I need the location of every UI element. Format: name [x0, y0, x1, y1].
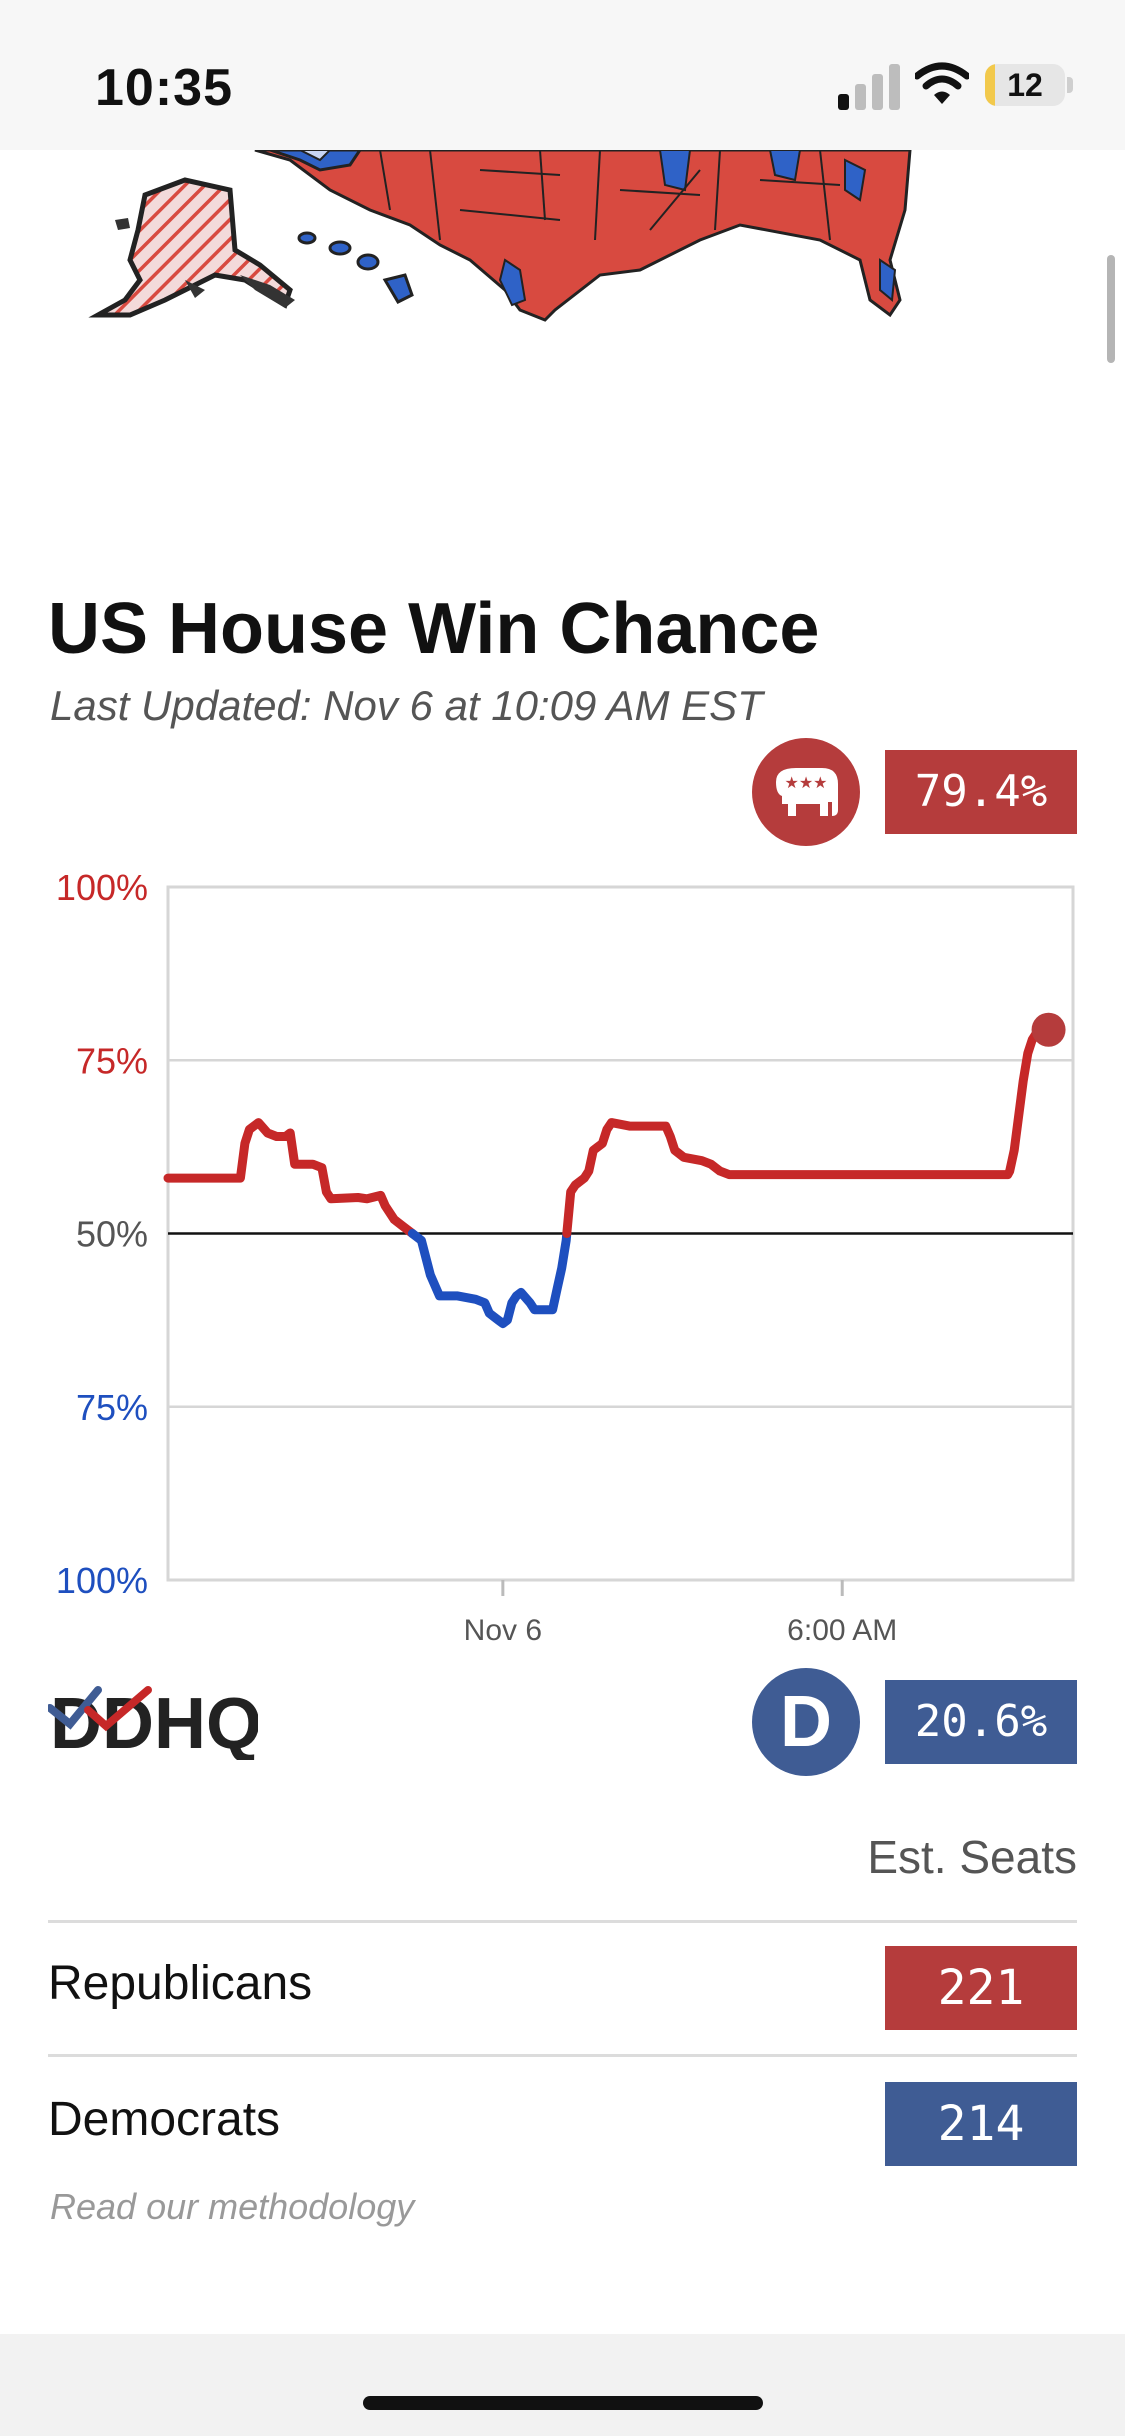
republican-line-segment: [562, 1022, 1054, 1238]
svg-text:★★★: ★★★: [784, 773, 827, 792]
y-tick-label: 100%: [56, 867, 148, 908]
republican-seats: 221: [885, 1946, 1077, 2030]
us-map-fragment: [88, 150, 912, 322]
republicans-label: Republicans: [48, 1957, 313, 2010]
y-tick-label: 75%: [76, 1387, 148, 1428]
svg-text:DDHQ: DDHQ: [50, 1684, 258, 1760]
divider: [48, 2054, 1077, 2057]
est-seats-header: Est. Seats: [867, 1831, 1077, 1883]
status-bar: 10:35 12: [0, 0, 1125, 150]
last-updated: Last Updated: Nov 6 at 10:09 AM EST: [50, 682, 763, 729]
democrat-letter: D: [780, 1682, 832, 1762]
battery-icon: 12: [985, 64, 1065, 106]
wifi-icon: [915, 62, 969, 104]
democrat-seats: 214: [885, 2082, 1077, 2166]
x-tick-label: Nov 6: [464, 1614, 542, 1647]
status-time: 10:35: [95, 59, 233, 117]
x-tick-label: 6:00 AM: [787, 1614, 897, 1647]
democrats-label: Democrats: [48, 2093, 281, 2146]
divider: [48, 1920, 1077, 1923]
battery-level: 12: [1007, 67, 1043, 103]
methodology-link[interactable]: Read our methodology: [50, 2186, 415, 2227]
battery-nub: [1067, 77, 1073, 93]
bottom-bar: [0, 2334, 1125, 2436]
democrat-line-segment: [407, 1229, 572, 1329]
democrat-d-icon: D: [752, 1668, 860, 1776]
home-indicator[interactable]: [363, 2396, 763, 2410]
scrollbar[interactable]: [1107, 255, 1115, 363]
latest-point: [1031, 1012, 1066, 1047]
cellular-signal-icon: [838, 64, 900, 110]
republican-win-percent: 79.4%: [885, 750, 1077, 834]
democrat-win-percent: 20.6%: [885, 1680, 1077, 1764]
win-chance-chart: 100% 75% 50% 75% 100% Nov 6 6:00 AM: [56, 867, 1075, 1647]
battery-fill: [985, 64, 995, 106]
page-title: US House Win Chance: [48, 589, 820, 669]
republican-line-segment: [163, 1118, 417, 1238]
y-tick-label: 100%: [56, 1560, 148, 1601]
ddhq-logo: DDHQ: [48, 1684, 258, 1760]
y-tick-label: 50%: [76, 1214, 148, 1255]
republican-elephant-icon: ★★★: [752, 738, 860, 846]
elephant-glyph: ★★★: [776, 768, 838, 816]
y-tick-label: 75%: [76, 1040, 148, 1081]
